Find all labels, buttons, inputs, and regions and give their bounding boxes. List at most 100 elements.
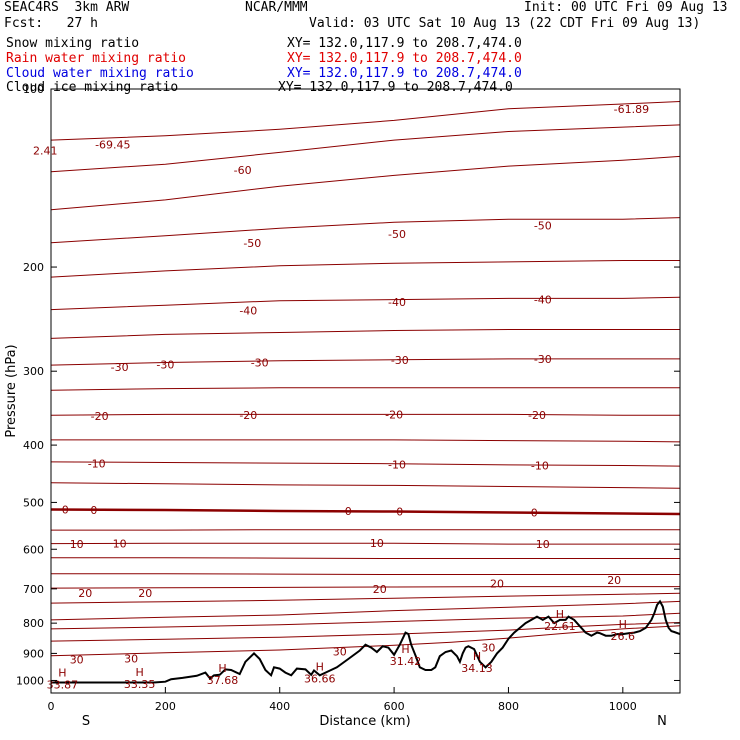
contour-label: -40 [239, 305, 257, 318]
isotherm-line [50, 358, 680, 366]
contour-label: -69.45 [95, 138, 130, 151]
contour-label: -60 [234, 164, 252, 177]
high-marker: H [218, 662, 226, 675]
contour-label: -30 [391, 354, 409, 367]
y-tick-label: 200 [23, 261, 44, 274]
y-tick-label: 500 [23, 496, 44, 509]
contour-label: 10 [370, 537, 384, 550]
contour-label: -10 [88, 458, 106, 471]
y-tick-label: 300 [23, 365, 44, 378]
field-label-rain: Rain water mixing ratio [6, 51, 187, 66]
high-marker: H [619, 618, 627, 631]
fcst-label: Fcst: 27 h [4, 16, 98, 31]
isotherm-layer [50, 101, 681, 657]
y-tick-label: 100 [23, 83, 44, 96]
isotherm-line [50, 413, 680, 416]
contour-label: 20 [607, 574, 621, 587]
isotherm-line [50, 508, 681, 516]
isotherm-line [50, 329, 680, 339]
isotherm-line [50, 387, 680, 391]
contour-label: 20 [138, 587, 152, 600]
high-value-label: 34.13 [461, 662, 493, 675]
isotherm-line [50, 482, 681, 489]
high-marker: H [58, 666, 66, 679]
isotherm-line [50, 124, 681, 173]
isotherm-line [50, 217, 681, 244]
contour-label: 30 [70, 654, 84, 667]
contour-label: 20 [373, 583, 387, 596]
contour-label: 0 [90, 504, 97, 517]
y-tick-label: 400 [23, 439, 44, 452]
high-marker: H [473, 650, 481, 663]
isotherm-line [50, 612, 681, 630]
isotherm-line [50, 260, 680, 278]
y-tick-label: 700 [23, 583, 44, 596]
x-tick-label: 200 [155, 700, 176, 713]
terrain-line [51, 599, 681, 684]
contour-label: 30 [481, 642, 495, 655]
contour-label: 10 [70, 538, 84, 551]
contour-label: 0 [345, 505, 352, 518]
y-tick-label: 900 [23, 647, 44, 660]
field-xy-cloud-water: XY= 132.0,117.9 to 208.7,474.0 [287, 66, 522, 81]
isotherm-line [50, 622, 681, 642]
contour-label: -50 [534, 219, 552, 232]
contour-label: 20 [490, 578, 504, 591]
x-end-label-north: N [657, 714, 667, 729]
y-tick-label: 600 [23, 543, 44, 556]
y-tick-label: 1000 [16, 675, 44, 688]
contour-label: 10 [113, 538, 127, 551]
axis-layer: 0 200 400 600 800 100010020030040050060070080… [16, 83, 680, 713]
high-value-label: 22.61 [544, 620, 576, 633]
contour-label: -10 [531, 460, 549, 473]
high-marker: H [556, 608, 564, 621]
contour-label: -20 [239, 409, 257, 422]
contour-label: -50 [388, 228, 406, 241]
contour-label: -30 [156, 358, 174, 371]
contour-label: -61.89 [614, 103, 649, 116]
high-marker: H [316, 661, 324, 674]
contour-label: 30 [124, 653, 138, 666]
contour-label: -30 [111, 361, 129, 374]
high-value-label: 37.68 [207, 674, 239, 687]
y-axis-label: Pressure (hPa) [4, 344, 19, 437]
x-tick-label: 600 [384, 700, 405, 713]
x-tick-label: 0 [48, 700, 55, 713]
contour-label: -40 [388, 296, 406, 309]
field-label-snow: Snow mixing ratio [6, 36, 140, 51]
isotherm-line [50, 101, 681, 141]
contour-label: 30 [333, 645, 347, 658]
y-tick-label: 800 [23, 617, 44, 630]
high-value-label: 26.6 [611, 630, 636, 643]
org-label: NCAR/MMM [245, 0, 308, 15]
isotherm-line [51, 557, 680, 559]
isotherm-line [50, 542, 680, 545]
contour-label-layer: 2.41 -69.45 -61.89 -60 -50 -50 -50 -40 -40 -40 -30… [33, 103, 649, 692]
isotherm-line [50, 586, 680, 589]
x-tick-label: 1000 [609, 700, 637, 713]
field-xy-cloud-ice: XY= 132.0,117.9 to 208.7,474.0 [278, 80, 513, 95]
contour-label: -10 [388, 458, 406, 471]
contour-label: 20 [78, 587, 92, 600]
plot-frame [50, 88, 681, 694]
x-end-label-south: S [82, 714, 90, 729]
x-tick-label: 400 [269, 700, 290, 713]
contour-label: 0 [396, 506, 403, 519]
isotherm-line [50, 600, 681, 621]
high-value-label: 36.66 [304, 673, 336, 686]
high-marker: H [135, 666, 143, 679]
contour-label: -30 [251, 357, 269, 370]
contour-label: -20 [528, 409, 546, 422]
isotherm-line [50, 625, 681, 657]
contour-label: -20 [385, 408, 403, 421]
contour-label: 2.41 [33, 144, 58, 157]
contour-label: 0 [531, 507, 538, 520]
init-label: Init: 00 UTC Fri 09 Aug 13 [524, 0, 728, 15]
field-xy-rain: XY= 132.0,117.9 to 208.7,474.0 [287, 51, 522, 66]
contour-label: -50 [243, 237, 261, 250]
contour-label: 10 [536, 538, 550, 551]
contour-label: -30 [534, 353, 552, 366]
contour-label: -40 [534, 294, 552, 307]
contour-label: 0 [62, 504, 69, 517]
